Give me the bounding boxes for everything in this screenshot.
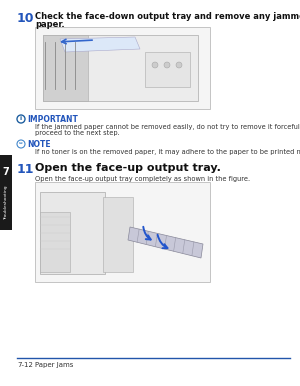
Text: IMPORTANT: IMPORTANT [27,115,78,124]
Text: 11: 11 [17,163,34,176]
Bar [0,155,12,230]
Polygon shape [128,227,203,258]
Bar [43,35,198,101]
Bar [145,52,190,87]
Text: Open the face-up output tray.: Open the face-up output tray. [35,163,221,173]
Text: Troubleshooting: Troubleshooting [4,185,8,220]
Bar [43,35,88,101]
Text: Check the face-down output tray and remove any jammed: Check the face-down output tray and remo… [35,12,300,21]
Text: proceed to the next step.: proceed to the next step. [35,130,120,136]
Bar [103,197,133,272]
Circle shape [164,62,170,68]
Circle shape [17,115,25,123]
Polygon shape [60,37,140,52]
Bar [40,212,70,272]
Bar [35,27,210,109]
Text: ✏: ✏ [19,142,23,147]
Bar [35,182,210,282]
Circle shape [152,62,158,68]
Text: 7: 7 [3,167,9,177]
Bar [40,192,105,274]
Text: i: i [20,117,22,122]
Text: Open the face-up output tray completely as shown in the figure.: Open the face-up output tray completely … [35,176,250,182]
Circle shape [176,62,182,68]
Text: If no toner is on the removed paper, it may adhere to the paper to be printed ne: If no toner is on the removed paper, it … [35,149,300,155]
Text: Paper Jams: Paper Jams [35,362,74,368]
Text: paper.: paper. [35,20,64,29]
Text: NOTE: NOTE [27,140,51,149]
Text: 10: 10 [17,12,34,25]
Text: If the jammed paper cannot be removed easily, do not try to remove it forcefully: If the jammed paper cannot be removed ea… [35,124,300,130]
Text: 7-12: 7-12 [17,362,33,368]
Circle shape [17,140,25,148]
